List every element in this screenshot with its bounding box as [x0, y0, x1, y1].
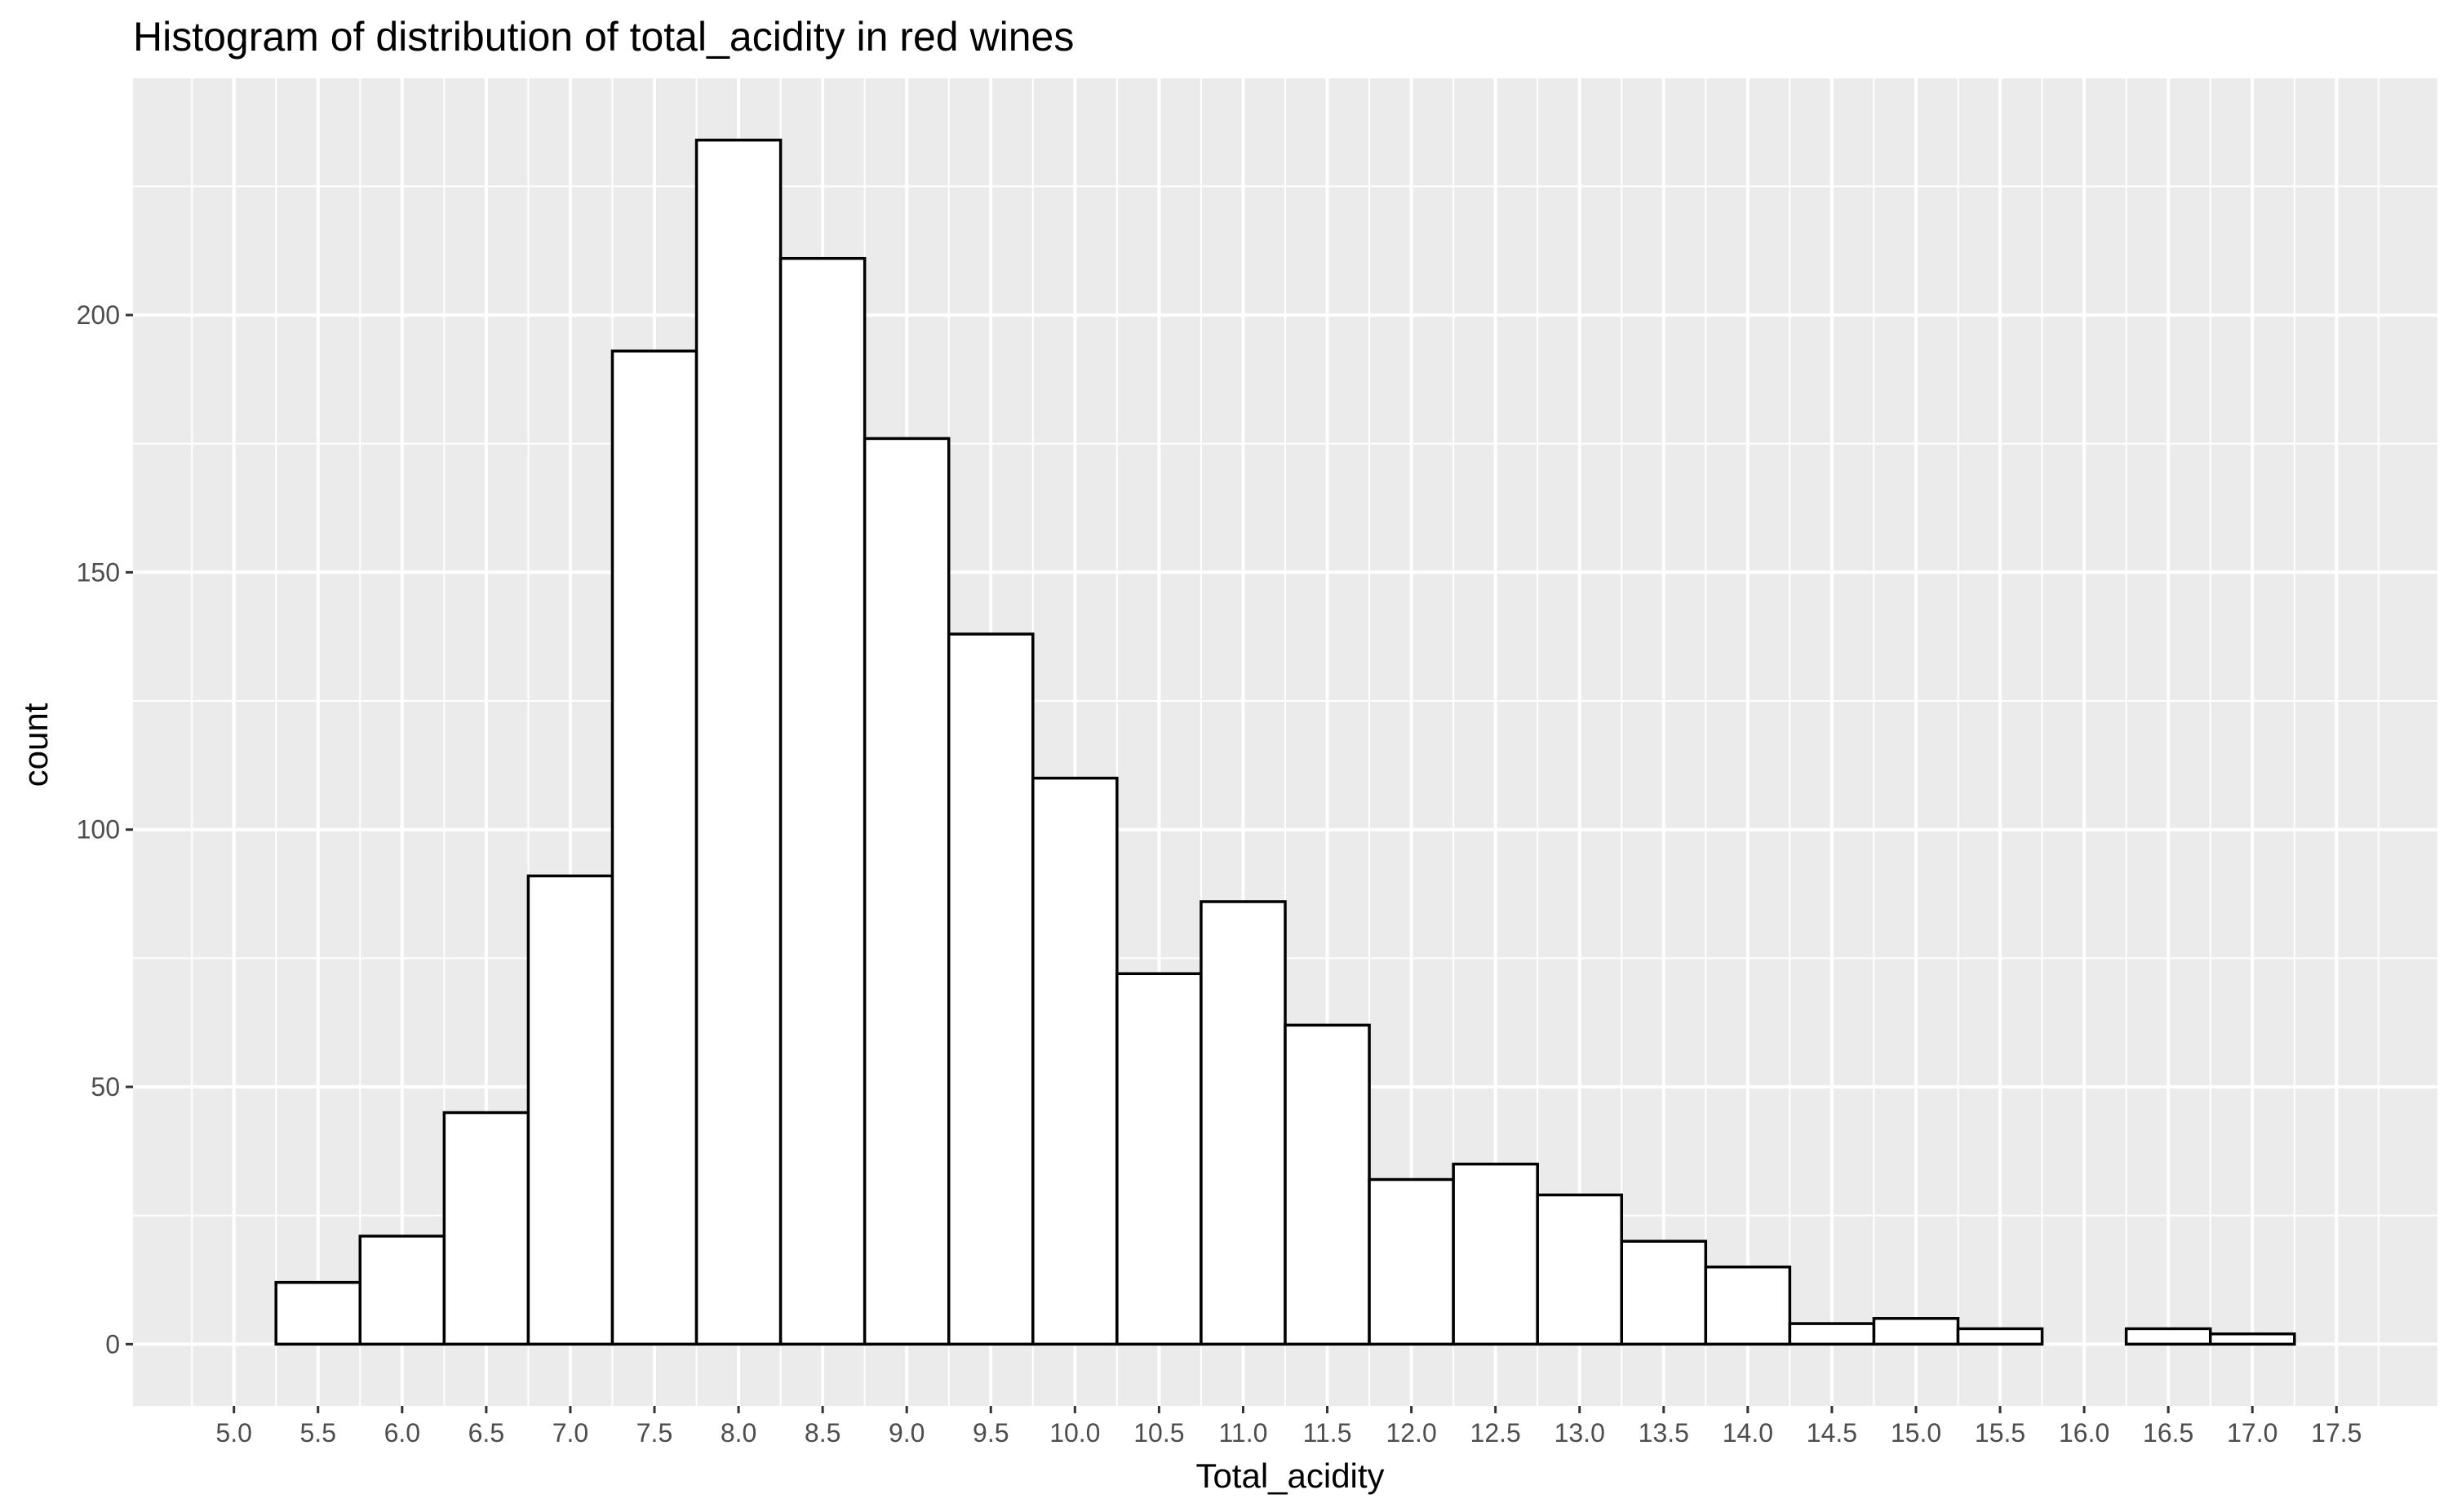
y-tick-label: 0: [105, 1329, 120, 1359]
histogram-bar: [274, 1280, 362, 1346]
histogram-bar: [1956, 1327, 2044, 1346]
histogram-bar: [1452, 1162, 1539, 1346]
x-tick-label: 6.0: [384, 1418, 420, 1448]
x-axis-ticks: 5.0 5.5 6.0 6.5 7.0 7.5 8.0 8.5 9.0 9.5 10.0 10.5 11…: [215, 1406, 2362, 1448]
histogram-bar: [2208, 1332, 2296, 1346]
histogram-bar: [694, 138, 783, 1346]
x-tick-label: 13.0: [1554, 1418, 1605, 1448]
x-tick-label: 16.5: [2143, 1418, 2193, 1448]
x-tick-label: 7.0: [552, 1418, 588, 1448]
x-tick-label: 10.5: [1133, 1418, 1184, 1448]
y-tick-label: 150: [77, 557, 120, 587]
histogram-bar: [610, 349, 698, 1346]
x-tick-label: 15.0: [1891, 1418, 1941, 1448]
x-tick-label: 7.5: [636, 1418, 672, 1448]
histogram-bar: [526, 874, 614, 1346]
y-tick-label: 100: [77, 815, 120, 845]
x-tick-label: 8.0: [721, 1418, 756, 1448]
x-tick-label: 15.5: [1975, 1418, 2025, 1448]
histogram-bar: [947, 632, 1035, 1346]
histogram-bar: [442, 1111, 530, 1346]
histogram-bars: [274, 138, 2296, 1346]
x-tick-label: 5.5: [300, 1418, 336, 1448]
x-tick-label: 14.0: [1723, 1418, 1773, 1448]
histogram-bar: [1788, 1322, 1876, 1346]
x-tick-label: 11.0: [1219, 1418, 1268, 1448]
x-tick-label: 8.5: [805, 1418, 840, 1448]
x-tick-label: 14.5: [1807, 1418, 1857, 1448]
x-tick-label: 11.5: [1303, 1418, 1352, 1448]
histogram-bar: [1704, 1265, 1792, 1346]
x-tick-label: 12.0: [1386, 1418, 1436, 1448]
x-tick-label: 9.5: [973, 1418, 1009, 1448]
x-tick-label: 16.0: [2059, 1418, 2109, 1448]
histogram-bar: [1031, 776, 1119, 1346]
x-tick-label: 12.5: [1470, 1418, 1521, 1448]
x-tick-label: 13.5: [1639, 1418, 1689, 1448]
y-tick-label: 200: [77, 300, 120, 330]
x-tick-label: 9.0: [889, 1418, 925, 1448]
histogram-bar: [1536, 1193, 1624, 1346]
histogram-bar: [1115, 972, 1203, 1346]
histogram-bar: [778, 256, 867, 1346]
histogram-bar: [1872, 1317, 1960, 1346]
y-axis-ticks: 0 50 100 150 200: [77, 300, 133, 1359]
x-tick-label: 5.0: [215, 1418, 251, 1448]
histogram-bar: [1620, 1239, 1708, 1346]
x-tick-label: 17.5: [2311, 1418, 2362, 1448]
x-tick-label: 17.0: [2227, 1418, 2277, 1448]
histogram-bar: [1368, 1177, 1455, 1346]
x-axis-title: Total_acidity: [1195, 1457, 1384, 1495]
y-axis-title: count: [16, 703, 55, 787]
x-tick-label: 6.5: [468, 1418, 504, 1448]
histogram-bar: [1200, 900, 1287, 1346]
y-tick-label: 50: [91, 1072, 120, 1102]
histogram-bar: [863, 437, 951, 1346]
x-tick-label: 10.0: [1049, 1418, 1100, 1448]
histogram-bar: [1284, 1023, 1371, 1346]
chart-title: Histogram of distribution of total_acidi…: [133, 14, 1074, 60]
histogram-bar: [358, 1235, 446, 1346]
histogram-bar: [2124, 1327, 2212, 1346]
